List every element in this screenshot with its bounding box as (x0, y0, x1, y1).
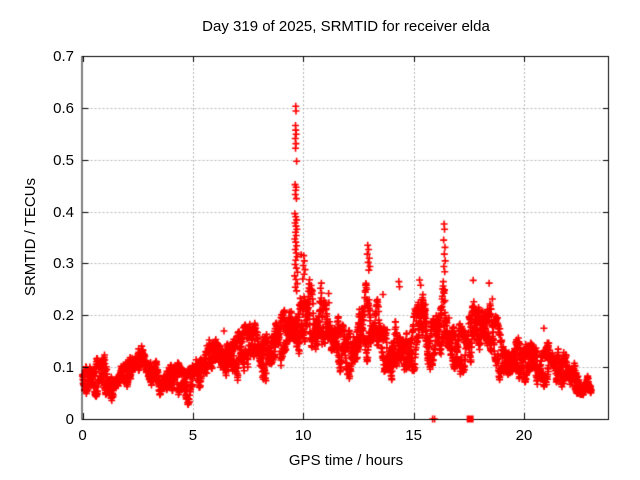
y-tick-label: 0.7 (53, 48, 74, 65)
y-tick-label: 0.2 (53, 307, 74, 325)
x-axis-label: GPS time / hours (288, 452, 404, 469)
y-tick-label: 0 (65, 411, 74, 428)
x-tick-label: 0 (78, 427, 87, 444)
x-tick-label: 15 (405, 427, 422, 444)
x-tick-label: 20 (515, 427, 533, 444)
x-tick-label: 5 (188, 427, 198, 444)
y-tick-label: 0.1 (53, 359, 74, 377)
y-tick-label: 0.6 (53, 99, 74, 117)
y-tick-label: 0.3 (53, 255, 74, 273)
x-tick-label: 10 (294, 427, 312, 444)
y-tick-label: 0.5 (53, 151, 74, 169)
y-axis-label: SRMTID / TECUs (21, 177, 39, 297)
chart-title: Day 319 of 2025, SRMTID for receiver eld… (202, 18, 490, 35)
y-tick-label: 0.4 (53, 203, 74, 221)
